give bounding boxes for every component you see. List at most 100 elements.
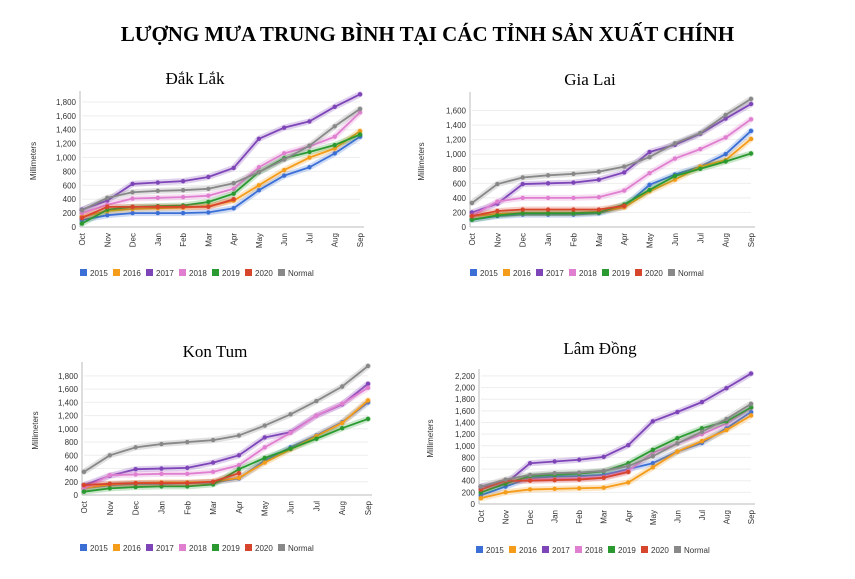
- x-tick-label: Sep: [356, 232, 365, 247]
- data-point-2019: [288, 446, 293, 451]
- y-tick-label: 600: [65, 451, 79, 460]
- legend-item-normal[interactable]: Normal: [278, 269, 314, 278]
- legend-label: 2017: [552, 546, 570, 555]
- data-point-2017: [647, 149, 652, 155]
- data-point-2016: [256, 183, 262, 188]
- y-tick-label: 400: [63, 195, 77, 204]
- legend-swatch: [179, 544, 186, 551]
- legend-item-2015[interactable]: 2015: [80, 269, 108, 278]
- data-point-2016: [332, 146, 337, 151]
- legend-item-normal[interactable]: Normal: [674, 546, 710, 555]
- legend-item-2019[interactable]: 2019: [212, 269, 240, 278]
- legend-label: 2015: [90, 544, 108, 553]
- legend-item-2019[interactable]: 2019: [602, 269, 630, 278]
- data-point-2019: [675, 436, 680, 441]
- legend-label: 2020: [651, 546, 669, 555]
- data-point-2018: [281, 151, 287, 156]
- legend[interactable]: 2015 2016 2017 2018 2019 2020 Normal: [470, 269, 704, 278]
- chart-title: Lâm Đồng: [563, 339, 637, 358]
- legend-label: Normal: [288, 544, 314, 553]
- legend-item-2017[interactable]: 2017: [146, 269, 174, 278]
- legend-item-2016[interactable]: 2016: [113, 269, 141, 278]
- legend-item-2016[interactable]: 2016: [113, 544, 141, 553]
- data-point-normal: [288, 412, 293, 417]
- data-point-2020: [469, 213, 475, 219]
- y-tick-label: 400: [453, 194, 467, 203]
- y-tick-label: 1,000: [58, 425, 79, 434]
- data-point-2015: [650, 461, 656, 466]
- series-line-normal: [471, 98, 752, 204]
- legend-item-2020[interactable]: 2020: [245, 269, 273, 278]
- legend-item-2020[interactable]: 2020: [641, 546, 669, 555]
- legend-item-normal[interactable]: Normal: [668, 269, 704, 278]
- legend-item-2017[interactable]: 2017: [542, 546, 570, 555]
- y-tick-label: 200: [453, 208, 467, 217]
- data-point-2018: [520, 195, 525, 201]
- y-tick-label: 800: [453, 165, 467, 174]
- data-point-2019: [495, 213, 500, 218]
- x-tick-label: Jun: [673, 510, 682, 523]
- x-tick-label: Mar: [595, 233, 604, 247]
- legend-item-2018[interactable]: 2018: [569, 269, 597, 278]
- data-point-2020: [601, 475, 606, 480]
- chart-title: Đắk Lắk: [165, 69, 225, 88]
- data-point-2018: [596, 194, 602, 200]
- legend-item-2019[interactable]: 2019: [608, 546, 636, 555]
- data-point-normal: [256, 169, 262, 175]
- legend-item-2018[interactable]: 2018: [179, 544, 207, 553]
- data-point-2019: [79, 221, 85, 226]
- x-tick-label: Oct: [78, 232, 87, 245]
- data-point-normal: [748, 401, 754, 407]
- legend-swatch: [674, 546, 681, 553]
- data-point-2019: [159, 484, 164, 489]
- data-point-2017: [332, 104, 337, 110]
- data-point-2016: [262, 460, 267, 465]
- legend-item-2017[interactable]: 2017: [536, 269, 564, 278]
- series-line-normal: [81, 108, 361, 212]
- legend[interactable]: 2015 2016 2017 2018 2019 2020 Normal: [476, 546, 710, 555]
- legend-item-2016[interactable]: 2016: [509, 546, 537, 555]
- legend-item-2018[interactable]: 2018: [575, 546, 603, 555]
- data-point-2016: [650, 465, 656, 470]
- legend-item-2015[interactable]: 2015: [80, 544, 108, 553]
- legend-item-2020[interactable]: 2020: [635, 269, 663, 278]
- legend[interactable]: 2015 2016 2017 2018 2019 2020 Normal: [80, 544, 314, 553]
- data-point-2020: [159, 480, 164, 486]
- data-point-normal: [339, 384, 345, 389]
- legend-item-2020[interactable]: 2020: [245, 544, 273, 553]
- chart-title: Kon Tum: [183, 342, 248, 361]
- data-point-2018: [339, 401, 345, 406]
- data-point-2016: [281, 167, 287, 173]
- data-point-2019: [699, 426, 705, 431]
- y-tick-label: 1,200: [446, 136, 467, 145]
- legend-item-2016[interactable]: 2016: [503, 269, 531, 278]
- data-point-normal: [723, 112, 728, 118]
- data-point-2018: [672, 156, 678, 161]
- data-point-normal: [357, 106, 363, 112]
- legend-item-2015[interactable]: 2015: [470, 269, 498, 278]
- legend[interactable]: 2015 2016 2017 2018 2019 2020 Normal: [80, 269, 314, 278]
- y-tick-label: 400: [462, 477, 476, 486]
- legend-item-2018[interactable]: 2018: [179, 269, 207, 278]
- legend-item-2017[interactable]: 2017: [146, 544, 174, 553]
- legend-item-2019[interactable]: 2019: [212, 544, 240, 553]
- y-tick-label: 0: [74, 491, 79, 500]
- legend-swatch: [476, 546, 483, 553]
- data-point-normal: [724, 416, 729, 422]
- data-point-2017: [675, 409, 680, 415]
- data-point-normal: [105, 195, 110, 201]
- data-point-2018: [185, 471, 190, 477]
- legend-item-2015[interactable]: 2015: [476, 546, 504, 555]
- legend-swatch: [470, 269, 477, 276]
- y-tick-label: 1,000: [446, 150, 467, 159]
- data-point-2015: [748, 128, 754, 134]
- data-point-2019: [748, 405, 754, 410]
- y-tick-label: 800: [462, 453, 476, 462]
- x-tick-label: Dec: [129, 233, 138, 247]
- data-point-normal: [231, 181, 236, 186]
- data-point-normal: [647, 154, 652, 160]
- data-point-2018: [81, 486, 87, 491]
- legend-item-normal[interactable]: Normal: [278, 544, 314, 553]
- y-tick-label: 1,600: [56, 112, 77, 121]
- data-point-2020: [107, 481, 113, 486]
